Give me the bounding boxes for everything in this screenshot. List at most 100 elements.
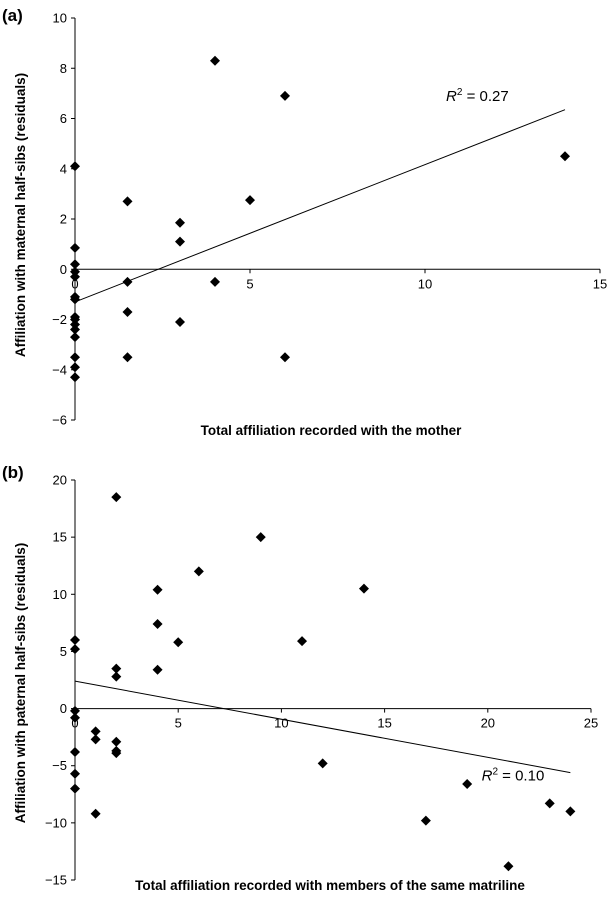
y-tick-label: 2 bbox=[60, 212, 67, 227]
panel-b-y-axis-title: Affiliation with paternal half-sibs (res… bbox=[13, 543, 28, 824]
data-point bbox=[70, 319, 80, 330]
data-point bbox=[175, 217, 185, 228]
panel-a-r2-value: = 0.27 bbox=[462, 88, 508, 105]
data-point bbox=[70, 324, 80, 335]
y-tick-label: 5 bbox=[60, 644, 67, 659]
data-point bbox=[193, 566, 204, 577]
data-point bbox=[90, 808, 101, 819]
y-tick-label: 10 bbox=[53, 587, 67, 602]
y-tick-label: 4 bbox=[60, 161, 67, 176]
data-point bbox=[70, 294, 80, 305]
panel-b-trendline bbox=[74, 680, 571, 774]
y-tick-label: 10 bbox=[53, 11, 67, 26]
x-tick-label: 10 bbox=[418, 276, 432, 291]
y-tick-label: −2 bbox=[52, 312, 67, 327]
y-tick-label: 8 bbox=[60, 61, 67, 76]
data-point bbox=[173, 637, 184, 648]
panel-b-y-tick-marks bbox=[71, 479, 75, 881]
data-point bbox=[420, 815, 431, 826]
panel-b-r-squared: R2 = 0.10 bbox=[482, 767, 545, 785]
data-point bbox=[70, 266, 80, 277]
data-point bbox=[70, 372, 80, 383]
panel-a-r2-exponent: 2 bbox=[457, 87, 463, 98]
data-point bbox=[245, 195, 255, 206]
data-point bbox=[70, 352, 80, 363]
data-point bbox=[111, 736, 122, 747]
data-point bbox=[280, 352, 290, 363]
data-point bbox=[358, 583, 369, 594]
y-tick-label: 6 bbox=[60, 111, 67, 126]
panel-a-y-tick-labels: −6 −4 −2 0 2 4 6 8 10 bbox=[52, 11, 67, 428]
x-tick-label: 25 bbox=[584, 716, 598, 731]
data-point bbox=[70, 747, 80, 757]
panel-a-trendline bbox=[74, 109, 566, 303]
y-tick-label: −5 bbox=[52, 758, 67, 773]
data-point bbox=[111, 671, 122, 682]
panel-b-r2-exponent: 2 bbox=[492, 767, 498, 778]
x-tick-label: 5 bbox=[246, 276, 253, 291]
data-point bbox=[111, 748, 122, 759]
x-tick-label: 15 bbox=[377, 716, 391, 731]
data-point bbox=[70, 705, 80, 716]
y-tick-label: 0 bbox=[60, 701, 67, 716]
x-tick-label: 10 bbox=[274, 716, 288, 731]
data-point bbox=[297, 636, 308, 647]
y-tick-label: −4 bbox=[52, 362, 67, 377]
y-tick-label: 20 bbox=[53, 473, 67, 488]
data-point bbox=[70, 635, 80, 645]
y-tick-label: −10 bbox=[45, 815, 67, 830]
data-point bbox=[70, 768, 80, 779]
data-point bbox=[560, 151, 570, 162]
panel-a-r-squared: R2 = 0.27 bbox=[446, 87, 509, 105]
panel-b-r2-symbol: R bbox=[482, 768, 493, 785]
data-point bbox=[70, 332, 80, 343]
data-point bbox=[122, 196, 133, 207]
panel-a-r2-symbol: R bbox=[446, 88, 457, 105]
data-point bbox=[70, 314, 80, 325]
x-tick-label: 20 bbox=[481, 716, 495, 731]
data-point bbox=[70, 644, 80, 655]
data-point bbox=[111, 663, 122, 674]
data-point bbox=[544, 798, 555, 809]
data-point bbox=[317, 758, 328, 769]
x-tick-label: 15 bbox=[593, 276, 607, 291]
data-point bbox=[503, 861, 514, 872]
data-point bbox=[210, 55, 220, 66]
data-point bbox=[122, 276, 133, 287]
panel-b-y-tick-labels: −15 −10 −5 0 5 10 15 20 bbox=[45, 473, 67, 888]
data-point bbox=[152, 584, 163, 595]
panel-a-label: (a) bbox=[2, 6, 23, 25]
data-point bbox=[280, 90, 290, 101]
data-point bbox=[70, 783, 80, 794]
panel-a-points bbox=[70, 55, 570, 383]
data-point bbox=[122, 352, 133, 363]
data-point bbox=[70, 161, 80, 172]
x-tick-label: 5 bbox=[175, 716, 182, 731]
data-point bbox=[152, 619, 163, 629]
data-point bbox=[70, 362, 80, 373]
panel-a-y-axis-title: Affiliation with maternal half-sibs (res… bbox=[13, 73, 28, 357]
data-point bbox=[70, 712, 80, 723]
data-point bbox=[70, 242, 80, 253]
data-point bbox=[90, 726, 101, 737]
data-point bbox=[122, 306, 133, 317]
data-point bbox=[255, 532, 266, 543]
y-tick-label: 15 bbox=[53, 530, 67, 545]
panel-b-x-tick-marks bbox=[74, 708, 592, 713]
data-point bbox=[90, 734, 101, 745]
y-tick-label: 0 bbox=[60, 262, 67, 277]
data-point bbox=[175, 236, 185, 247]
y-tick-label: −6 bbox=[52, 413, 67, 428]
data-point bbox=[111, 492, 122, 503]
panel-a-x-axis-title: Total affiliation recorded with the moth… bbox=[201, 423, 463, 438]
panel-b-x-axis-title: Total affiliation recorded with members … bbox=[135, 878, 525, 893]
panel-b-label: (b) bbox=[2, 463, 24, 482]
data-point bbox=[210, 276, 220, 287]
panel-b-points bbox=[70, 492, 576, 872]
data-point bbox=[175, 317, 185, 328]
